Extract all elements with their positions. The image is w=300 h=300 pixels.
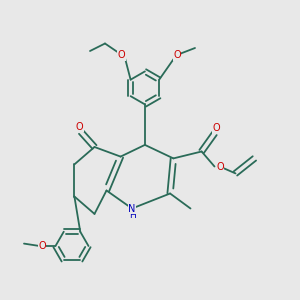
Text: O: O — [173, 50, 181, 61]
Text: O: O — [173, 50, 181, 61]
Text: O: O — [38, 241, 46, 251]
Text: O: O — [118, 50, 125, 61]
Text: H: H — [129, 212, 136, 220]
Text: N: N — [128, 203, 136, 214]
Text: O: O — [76, 122, 83, 132]
Text: O: O — [118, 50, 125, 61]
Text: O: O — [216, 162, 224, 172]
Text: O: O — [212, 123, 220, 134]
